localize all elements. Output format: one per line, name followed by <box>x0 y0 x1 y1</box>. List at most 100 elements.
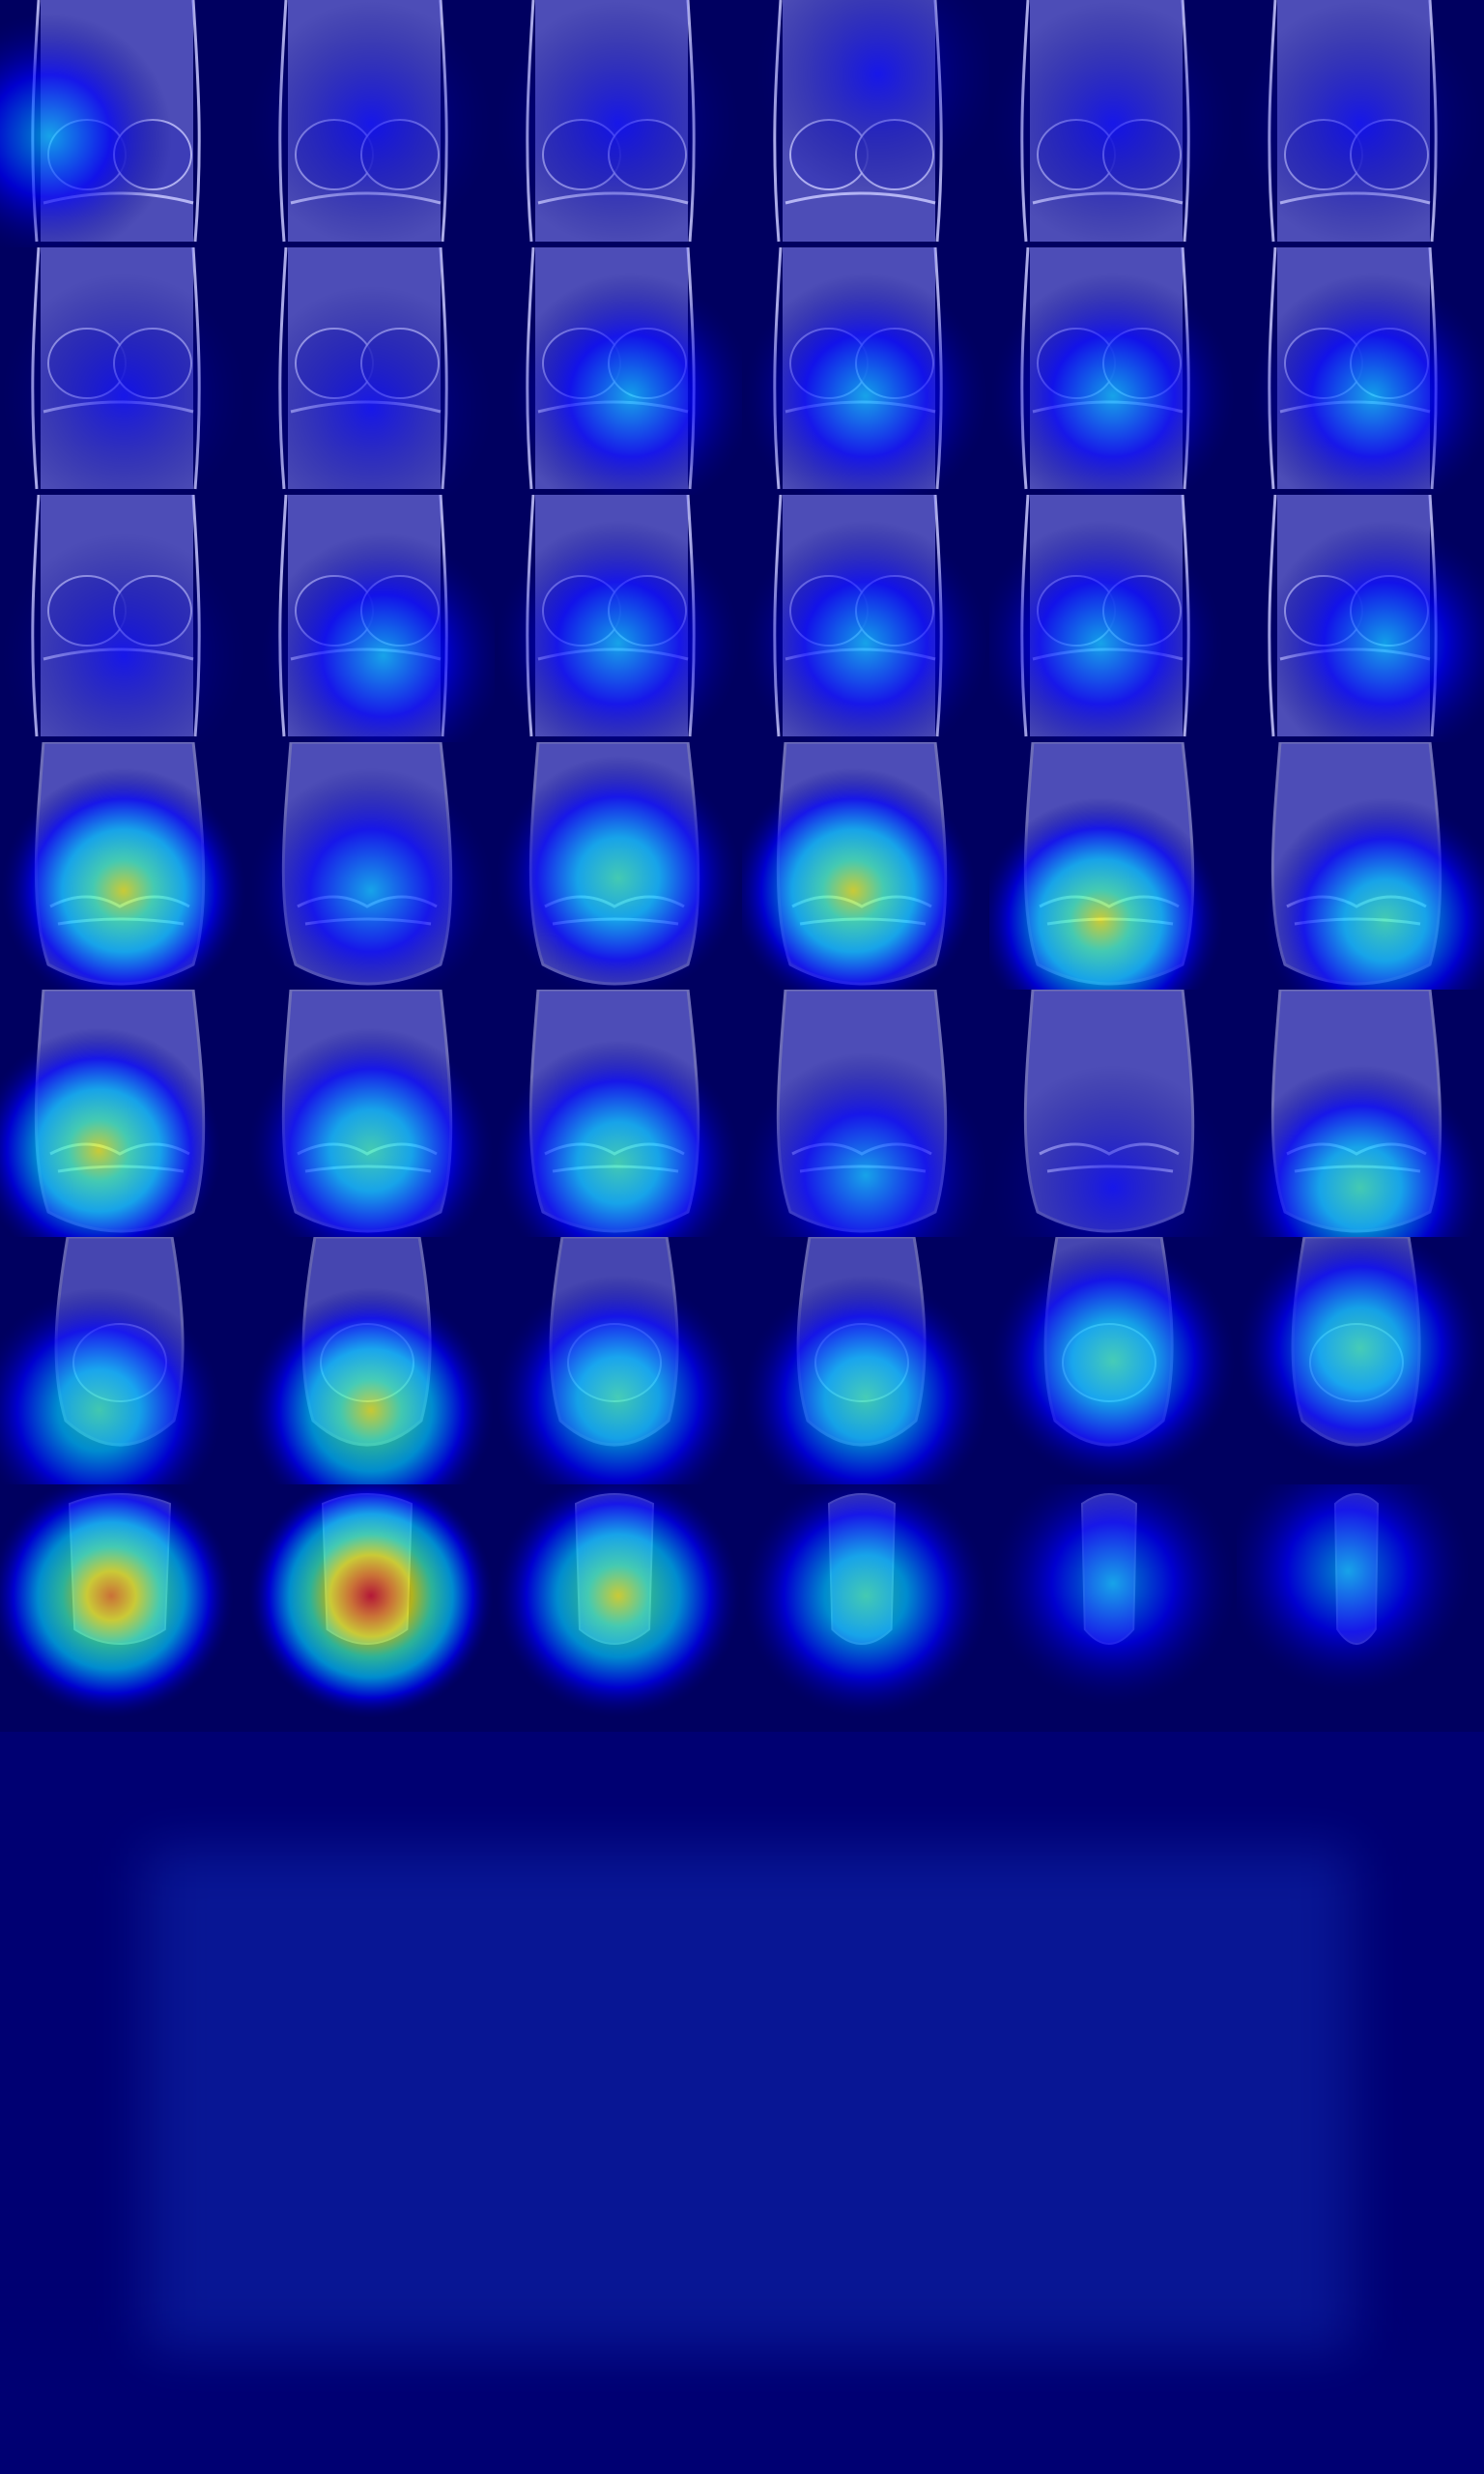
mri-slice-image <box>247 0 495 247</box>
mri-slice-image <box>742 247 989 495</box>
mri-slice-mosaic <box>0 0 1484 1732</box>
mri-slice-tile <box>247 495 495 742</box>
mri-slice-tile <box>495 742 742 990</box>
mri-slice-image <box>495 742 742 990</box>
mri-slice-image <box>0 495 247 742</box>
mri-slice-image <box>1237 1237 1484 1484</box>
heatmap-overlay <box>989 247 1237 495</box>
mri-slice-tile <box>742 742 989 990</box>
heatmap-overlay <box>247 990 495 1237</box>
mri-slice-image <box>495 1484 742 1732</box>
mri-slice-tile <box>495 0 742 247</box>
mri-slice-image <box>1237 990 1484 1237</box>
heatmap-overlay <box>247 495 495 742</box>
mri-slice-tile <box>989 247 1237 495</box>
mri-slice-tile <box>1237 0 1484 247</box>
mri-slice-tile <box>0 0 247 247</box>
mri-slice-image <box>495 495 742 742</box>
heatmap-overlay <box>495 1237 742 1484</box>
mri-slice-image <box>1237 247 1484 495</box>
mri-slice-tile <box>495 247 742 495</box>
heatmap-overlay <box>742 0 989 247</box>
mri-slice-tile <box>247 1484 495 1732</box>
heatmap-overlay <box>495 247 742 495</box>
mri-slice-image <box>742 990 989 1237</box>
mri-slice-image <box>495 0 742 247</box>
mri-slice-tile <box>0 742 247 990</box>
heatmap-overlay <box>989 1484 1237 1732</box>
mri-slice-tile <box>247 247 495 495</box>
mri-slice-tile <box>0 1237 247 1484</box>
heatmap-overlay <box>989 742 1237 990</box>
mri-slice-tile <box>247 742 495 990</box>
heatmap-overlay <box>495 0 742 247</box>
mri-slice-image <box>495 247 742 495</box>
mri-slice-image <box>989 0 1237 247</box>
mri-slice-image <box>247 990 495 1237</box>
mri-slice-image <box>989 1237 1237 1484</box>
heatmap-overlay <box>247 742 495 990</box>
mri-slice-tile <box>0 495 247 742</box>
mri-slice-tile <box>1237 990 1484 1237</box>
empty-heatmap-region <box>0 1732 1484 2474</box>
heatmap-overlay <box>0 247 247 495</box>
mri-slice-tile <box>495 1237 742 1484</box>
heatmap-overlay <box>742 1237 989 1484</box>
mri-slice-image <box>247 495 495 742</box>
heatmap-overlay <box>0 990 247 1237</box>
mri-slice-tile <box>742 495 989 742</box>
heatmap-overlay <box>989 0 1237 247</box>
heatmap-overlay <box>495 495 742 742</box>
mri-slice-tile <box>742 0 989 247</box>
heatmap-overlay <box>495 1484 742 1732</box>
empty-region-glow <box>145 1848 1353 2350</box>
mri-slice-tile <box>742 1484 989 1732</box>
mri-slice-image <box>0 247 247 495</box>
mri-slice-image <box>0 990 247 1237</box>
heatmap-overlay <box>989 1237 1237 1484</box>
heatmap-overlay <box>1237 0 1484 247</box>
mri-slice-tile <box>1237 247 1484 495</box>
mri-slice-tile <box>989 495 1237 742</box>
mri-slice-image <box>0 0 247 247</box>
mri-slice-image <box>989 1484 1237 1732</box>
mri-slice-tile <box>742 1237 989 1484</box>
heatmap-overlay <box>0 495 247 742</box>
mri-slice-tile <box>0 1484 247 1732</box>
mri-slice-tile <box>989 990 1237 1237</box>
mri-slice-image <box>0 1484 247 1732</box>
mri-slice-image <box>0 1237 247 1484</box>
mri-slice-image <box>742 742 989 990</box>
heatmap-overlay <box>247 1237 495 1484</box>
heatmap-overlay <box>0 1237 247 1484</box>
mri-slice-tile <box>247 1237 495 1484</box>
mri-slice-tile <box>1237 1484 1484 1732</box>
mri-slice-tile <box>0 990 247 1237</box>
mri-slice-tile <box>495 990 742 1237</box>
mri-slice-tile <box>1237 1237 1484 1484</box>
mri-slice-image <box>247 742 495 990</box>
mri-slice-image <box>1237 0 1484 247</box>
mri-slice-image <box>742 1484 989 1732</box>
mri-slice-tile <box>989 1484 1237 1732</box>
heatmap-overlay <box>1237 495 1484 742</box>
mri-slice-image <box>0 742 247 990</box>
mri-slice-image <box>495 1237 742 1484</box>
mri-slice-tile <box>742 247 989 495</box>
mri-slice-tile <box>495 1484 742 1732</box>
mri-slice-image <box>247 247 495 495</box>
heatmap-overlay <box>742 495 989 742</box>
mri-slice-tile <box>247 990 495 1237</box>
heatmap-overlay <box>247 247 495 495</box>
heatmap-overlay <box>989 495 1237 742</box>
mri-slice-image <box>742 495 989 742</box>
heatmap-overlay <box>247 0 495 247</box>
mri-slice-tile <box>1237 742 1484 990</box>
mri-slice-image <box>989 495 1237 742</box>
heatmap-overlay <box>1237 1237 1484 1484</box>
mri-slice-tile <box>495 495 742 742</box>
mri-slice-tile <box>989 1237 1237 1484</box>
mri-slice-image <box>1237 1484 1484 1732</box>
heatmap-overlay <box>742 742 989 990</box>
heatmap-overlay <box>1237 742 1484 990</box>
